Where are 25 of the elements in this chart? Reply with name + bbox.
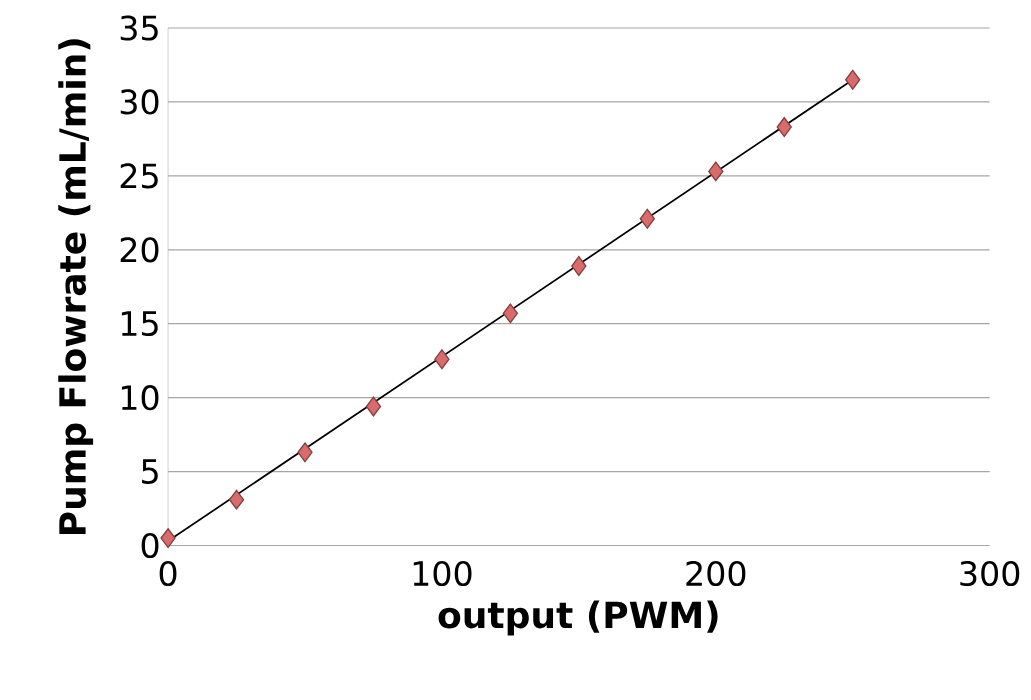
point <box>571 255 587 276</box>
point <box>708 161 724 182</box>
point <box>845 69 861 90</box>
x-tick-label: 0 <box>159 560 177 587</box>
x-tick-label: 300 <box>960 560 1020 587</box>
point <box>776 116 792 137</box>
point <box>297 442 313 463</box>
y-axis-title: Pump Flowrate (mL/min) <box>58 39 94 534</box>
y-tick-label: 10 <box>121 384 159 411</box>
y-tick-label: 5 <box>142 459 158 484</box>
point <box>502 303 519 324</box>
point <box>160 527 176 549</box>
y-tick-label: 35 <box>120 15 158 41</box>
point <box>228 489 245 510</box>
y-tick-label: 20 <box>120 237 159 263</box>
point <box>434 349 450 370</box>
x-tick-label: 200 <box>686 560 746 587</box>
y-tick-label: 30 <box>120 89 159 115</box>
x-tick-label: 100 <box>413 560 472 587</box>
y-tick-label: 25 <box>120 163 158 189</box>
y-tick-label: 0 <box>141 532 159 559</box>
point <box>639 208 655 229</box>
point <box>365 396 382 417</box>
y-tick-label: 15 <box>121 311 158 337</box>
x-axis-title: output (PWM) <box>438 600 718 636</box>
